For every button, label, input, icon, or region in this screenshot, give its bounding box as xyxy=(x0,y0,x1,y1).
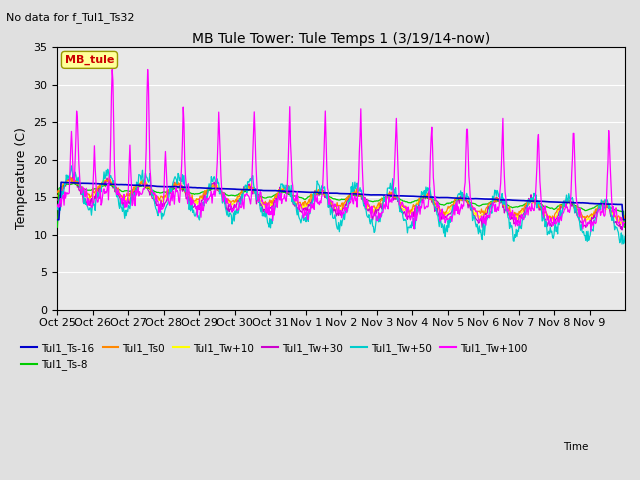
Title: MB Tule Tower: Tule Temps 1 (3/19/14-now): MB Tule Tower: Tule Temps 1 (3/19/14-now… xyxy=(192,32,490,46)
Legend: Tul1_Ts-16, Tul1_Ts-8, Tul1_Ts0, Tul1_Tw+10, Tul1_Tw+30, Tul1_Tw+50, Tul1_Tw+100: Tul1_Ts-16, Tul1_Ts-8, Tul1_Ts0, Tul1_Tw… xyxy=(17,339,532,374)
Y-axis label: Temperature (C): Temperature (C) xyxy=(15,128,28,229)
Text: MB_tule: MB_tule xyxy=(65,55,114,65)
Text: Time: Time xyxy=(563,442,589,452)
Text: No data for f_Tul1_Ts32: No data for f_Tul1_Ts32 xyxy=(6,12,135,23)
